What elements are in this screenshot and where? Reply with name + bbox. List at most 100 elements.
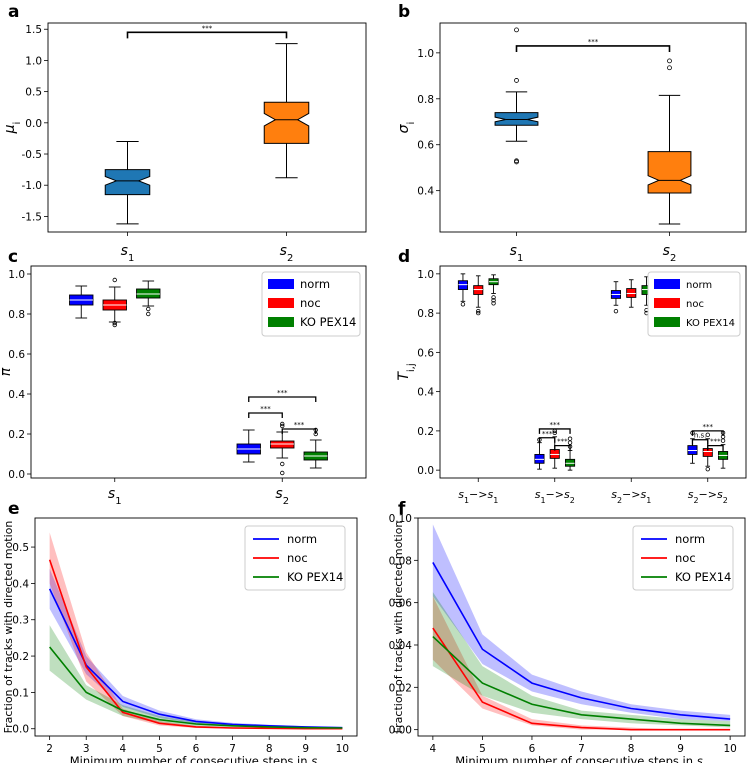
y-tick-label: 0.4 [8,389,25,401]
y-axis-label: Ti,j [396,363,417,380]
y-tick-label: 0.06 [389,598,413,610]
y-tick-label: 0.08 [389,555,412,567]
box-s1−>s2-KO PEX14 [565,436,576,471]
significance-bracket [554,444,571,451]
x-tick-label: 6 [529,743,536,755]
outlier [705,432,710,438]
box-s2−>s2-KO PEX14 [718,430,729,469]
panel-b: b 0.4 0.6 0.8 1.0 σi s1 s2 *** [396,2,747,264]
y-tick-label: 1.0 [8,269,25,281]
legend-label: KO PEX14 [287,570,343,584]
y-axis-label: π [0,367,14,376]
significance-label: *** [542,430,553,438]
box-s1-norm [69,285,94,319]
y-axis-label: Fraction of tracks with directed motion [2,521,15,734]
box-body [494,112,539,126]
x-axis-label: Minimum number of consecutive steps in s… [70,754,323,763]
y-axis-label: Fraction of tracks with directed motion [392,521,405,734]
outlier [146,311,151,317]
outlier [514,27,519,33]
y-tick-label: 0.4 [417,387,434,399]
y-tick-label: 0.02 [389,682,412,694]
significance-bracket [538,437,556,443]
legend-swatch [654,279,680,289]
y-tick-label: 0.2 [12,651,29,663]
box-s2-norm [236,429,261,463]
outlier [705,466,710,472]
y-tick-label: 1.0 [417,48,434,60]
axes-frame [34,517,358,737]
x-tick-label: 8 [266,743,273,755]
x-tick-label: s1−>s1 [458,488,498,505]
significance-bracket [691,439,709,445]
x-tick-label: 9 [302,743,309,755]
significance-label: *** [550,421,561,429]
y-tick-label: -0.5 [22,149,43,161]
outlier [112,320,117,326]
box-s2−>s1-noc [626,279,637,308]
outlier [280,461,285,467]
significance-bracket [248,396,317,402]
y-tick-label: 0.0 [8,469,25,481]
outlier [567,436,573,441]
panel-d: d 0.0 0.2 0.4 0.6 0.8 1.0 Ti,j s1−>s1 s1−>s2 s2−>s… [396,247,747,505]
outlier [552,430,557,436]
x-tick-label: 4 [430,743,437,755]
outlier [613,308,619,314]
legend-label: norm [675,532,705,546]
outlier [112,322,117,328]
outlier [491,301,496,306]
legend-label: KO PEX14 [300,315,356,329]
legend: norm noc KO PEX14 [261,271,361,337]
y-tick-label: 0.4 [417,186,434,198]
outlier [280,423,285,429]
axes-frame [439,265,747,479]
y-tick-label: 0.00 [389,725,412,737]
x-tick-label: s1 [121,243,135,264]
legend-swatch [268,317,294,327]
x-tick-label: 6 [193,743,200,755]
x-tick-label: 9 [677,743,684,755]
x-tick-label: s2−>s2 [688,488,728,505]
box-s1−>s1-norm [457,273,468,307]
panel-letter: a [8,2,19,22]
panel-letter: d [398,247,410,267]
x-tick-label: 10 [723,743,736,755]
box-s1−>s2-norm [534,437,545,470]
axes-frame [417,517,746,737]
legend-label: noc [287,551,308,565]
legend-label: noc [300,296,321,310]
y-tick-label: 0.0 [12,724,29,736]
outlier [567,440,573,445]
x-tick-label: 8 [628,743,635,755]
legend-swatch [268,279,294,289]
y-tick-label: 0.0 [25,118,42,130]
series-line-KO PEX14 [432,635,731,727]
confidence-band-KO PEX14 [432,592,731,728]
y-tick-label: 0.2 [417,426,434,438]
outlier [476,308,481,314]
outlier [280,421,285,427]
significance-label: *** [277,389,288,397]
box-s2 [647,58,692,225]
x-tick-label: s1 [510,243,524,264]
x-tick-label: 10 [336,743,349,755]
x-tick-label: s2 [280,243,294,264]
x-tick-label: 2 [46,743,53,755]
y-tick-label: 0.8 [417,94,434,106]
y-tick-label: -1.5 [22,211,43,223]
outlier [112,277,117,283]
series-line-noc [48,559,343,730]
panel-c: c 0.0 0.2 0.4 0.6 0.8 1.0 π s1 s2 *** *** *** norm noc… [0,247,367,507]
y-tick-label: 0.6 [417,347,434,359]
x-tick-label: 4 [119,743,126,755]
significance-label: *** [710,438,721,446]
legend-frame [244,525,346,591]
confidence-band-norm [49,568,343,729]
legend-label: KO PEX14 [675,570,731,584]
significance-label: n.s. [694,432,707,440]
x-tick-label: 7 [578,743,585,755]
significance-label: *** [557,438,568,446]
legend-label: norm [686,280,712,291]
significance-bracket [691,430,724,436]
